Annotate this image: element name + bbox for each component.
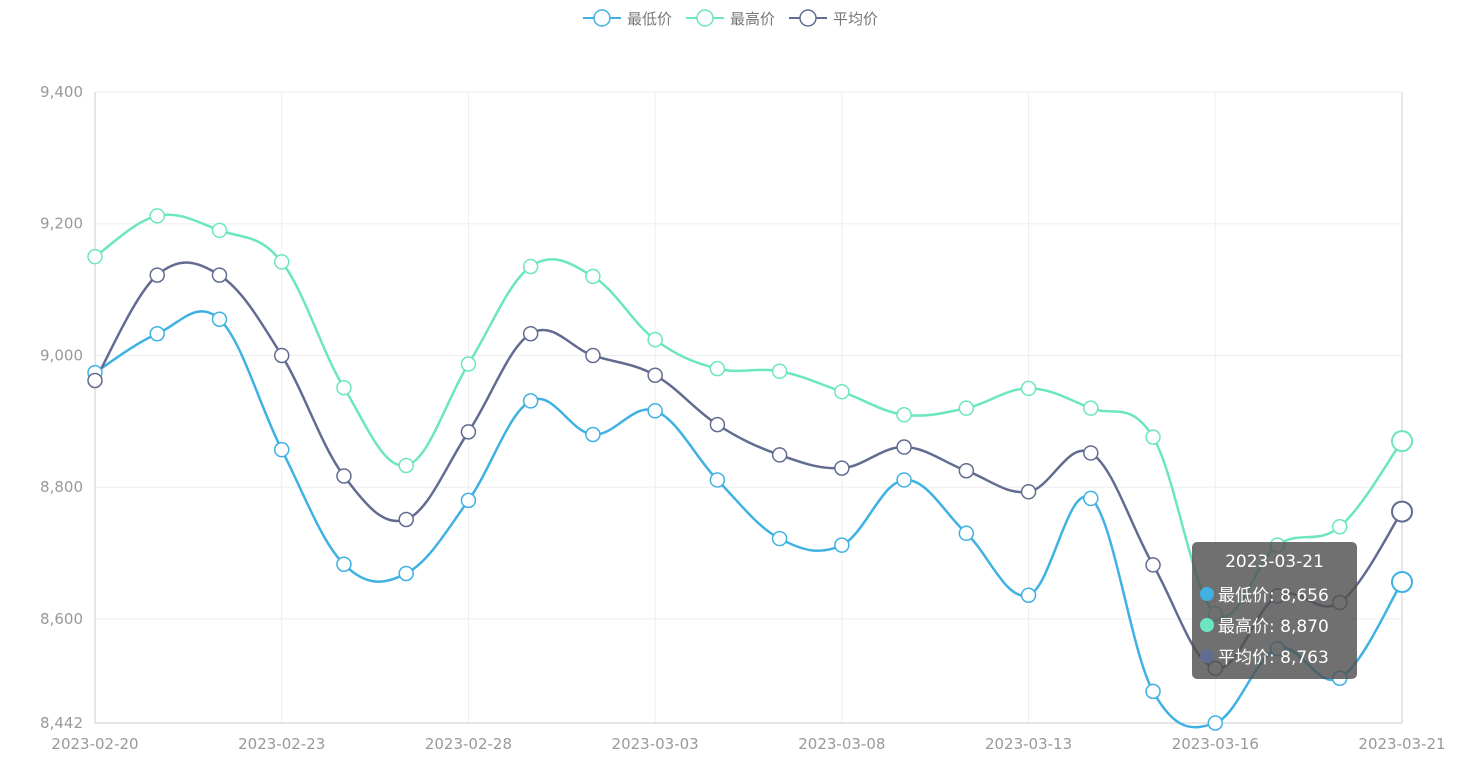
- y-tick-label: 9,000: [40, 346, 83, 364]
- data-point: [1391, 430, 1413, 453]
- data-point: [522, 393, 539, 409]
- legend-label-avg: 平均价: [833, 9, 879, 28]
- data-point: [398, 457, 414, 474]
- y-tick-label: 8,442: [40, 714, 83, 732]
- data-point: [1145, 683, 1161, 700]
- data-point: [958, 525, 975, 542]
- x-tick-label: 2023-03-16: [1172, 735, 1259, 753]
- data-point: [585, 268, 601, 285]
- legend-item-avg[interactable]: 平均价: [789, 8, 878, 29]
- data-point: [585, 426, 601, 443]
- data-point: [1207, 715, 1224, 731]
- data-point: [460, 424, 477, 440]
- y-tick-label: 9,400: [40, 83, 83, 101]
- data-point: [1020, 587, 1037, 603]
- data-point: [709, 472, 726, 488]
- data-point: [585, 347, 601, 364]
- data-point: [273, 441, 290, 458]
- data-point: [647, 403, 663, 419]
- data-point: [896, 439, 912, 455]
- data-point: [647, 331, 663, 348]
- tooltip-row-label: 平均价: 8,763: [1218, 648, 1329, 668]
- data-point: [1145, 429, 1161, 445]
- data-point: [771, 363, 788, 380]
- legend-item-min[interactable]: 最低价: [582, 8, 672, 29]
- data-point: [896, 472, 912, 488]
- data-point: [211, 222, 228, 239]
- data-point: [709, 416, 726, 433]
- data-point: [336, 379, 352, 396]
- data-point: [149, 325, 165, 342]
- data-point: [398, 511, 414, 528]
- legend-item-max[interactable]: 最高价: [685, 8, 775, 29]
- data-point: [522, 325, 539, 342]
- legend-label-min: 最低价: [626, 9, 672, 28]
- tooltip-row-label: 最高价: 8,870: [1218, 617, 1329, 637]
- data-point: [211, 311, 228, 327]
- data-point: [1083, 445, 1099, 461]
- data-point: [211, 267, 228, 283]
- series-dot-icon: [1200, 648, 1214, 663]
- data-point: [647, 367, 663, 383]
- legend-label-max: 最高价: [729, 9, 775, 28]
- x-tick-label: 2023-03-21: [1358, 735, 1445, 753]
- data-point: [336, 556, 352, 573]
- x-tick-label: 2023-02-28: [425, 735, 512, 753]
- y-tick-label: 8,600: [40, 610, 83, 628]
- data-point: [1020, 484, 1037, 500]
- data-point: [771, 447, 788, 463]
- tooltip: 2023-03-21 最低价: 8,656 最高价: 8,870 平均价: 8,…: [1192, 542, 1357, 679]
- data-point: [522, 258, 539, 275]
- data-point: [771, 530, 788, 547]
- x-tick-label: 2023-02-20: [51, 735, 138, 753]
- tooltip-row: 最高价: 8,870: [1200, 609, 1349, 640]
- tooltip-row-label: 最低价: 8,656: [1218, 586, 1329, 606]
- data-point: [1391, 571, 1413, 594]
- legend: 最低价 最高价 平均价: [0, 6, 1461, 30]
- data-point: [709, 360, 726, 377]
- x-tick-label: 2023-03-08: [798, 735, 885, 753]
- data-point: [834, 537, 850, 553]
- data-point: [460, 492, 477, 509]
- series-line: [94, 310, 1404, 729]
- data-point: [834, 383, 850, 400]
- tooltip-row: 最低价: 8,656: [1200, 578, 1349, 609]
- data-point: [273, 347, 290, 364]
- tooltip-title: 2023-03-21: [1225, 552, 1324, 572]
- line-circle-icon: [582, 9, 621, 27]
- x-tick-label: 2023-03-03: [612, 735, 699, 753]
- x-tick-label: 2023-03-13: [985, 735, 1072, 753]
- data-point: [336, 468, 352, 484]
- data-point: [958, 462, 975, 479]
- data-point: [1083, 490, 1099, 507]
- data-point: [1020, 380, 1037, 397]
- y-tick-label: 9,200: [40, 215, 83, 233]
- data-point: [273, 254, 290, 270]
- line-circle-icon: [685, 9, 724, 27]
- data-point: [1145, 557, 1161, 573]
- y-tick-label: 8,800: [40, 478, 83, 496]
- series-dot-icon: [1200, 617, 1214, 632]
- data-point: [460, 356, 477, 372]
- tooltip-row: 平均价: 8,763: [1200, 640, 1349, 671]
- data-point: [87, 372, 103, 389]
- data-point: [1083, 400, 1099, 416]
- data-point: [398, 565, 414, 582]
- data-point: [834, 460, 850, 476]
- data-point: [896, 406, 912, 423]
- data-point: [1332, 518, 1348, 535]
- data-point: [149, 267, 165, 283]
- data-point: [87, 248, 103, 265]
- series-dot-icon: [1200, 586, 1214, 601]
- data-point: [958, 400, 975, 416]
- data-point: [1391, 500, 1413, 523]
- line-circle-icon: [789, 9, 827, 27]
- data-point: [149, 208, 165, 224]
- x-tick-label: 2023-02-23: [238, 735, 325, 753]
